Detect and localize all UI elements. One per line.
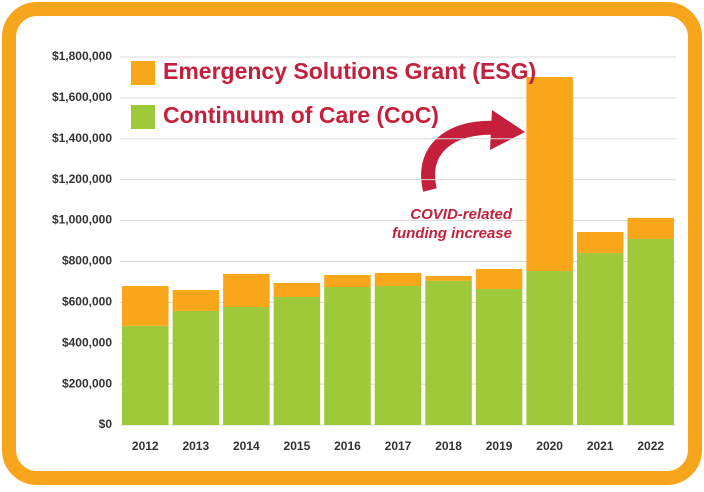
bar-segment xyxy=(576,232,624,254)
bar-segment xyxy=(374,272,422,286)
x-tick-label: 2016 xyxy=(334,439,361,453)
legend-label: Continuum of Care (CoC) xyxy=(163,102,439,128)
y-tick-label: $1,000,000 xyxy=(52,213,112,227)
bar-segment xyxy=(223,307,270,425)
bar-segment xyxy=(425,280,472,425)
x-tick-label: 2018 xyxy=(435,439,462,453)
x-tick-label: 2019 xyxy=(486,439,513,453)
y-tick-label: $200,000 xyxy=(62,376,112,390)
bar-segment xyxy=(122,285,169,326)
bar-segment xyxy=(526,271,573,425)
bar-segment xyxy=(526,77,573,272)
x-tick-label: 2013 xyxy=(182,439,209,453)
arrow-head xyxy=(490,110,525,150)
annotation: COVID-related xyxy=(410,206,513,223)
x-tick-label: 2014 xyxy=(233,439,260,453)
bar-segment xyxy=(172,290,220,311)
legend-swatch xyxy=(131,61,155,85)
legend-swatch xyxy=(131,105,155,129)
annotation: funding increase xyxy=(392,225,512,242)
y-tick-label: $1,400,000 xyxy=(52,131,112,145)
bar-segment xyxy=(324,287,371,425)
bar-segment xyxy=(223,273,270,308)
arrow xyxy=(421,120,499,192)
bar-segment xyxy=(324,274,371,287)
bar-segment xyxy=(172,310,220,425)
y-tick-label: $400,000 xyxy=(62,335,112,349)
bar-segment xyxy=(627,238,674,425)
y-tick-label: $1,200,000 xyxy=(52,172,112,186)
x-tick-label: 2022 xyxy=(637,439,664,453)
bar-segment xyxy=(475,269,523,290)
y-tick-label: $800,000 xyxy=(62,254,112,268)
bar-segment xyxy=(273,282,321,298)
bar-segment xyxy=(374,285,422,425)
x-tick-label: 2017 xyxy=(385,439,412,453)
x-tick-label: 2020 xyxy=(536,439,563,453)
x-tick-label: 2021 xyxy=(587,439,614,453)
x-tick-label: 2015 xyxy=(284,439,311,453)
x-tick-label: 2012 xyxy=(132,439,159,453)
y-tick-label: $600,000 xyxy=(62,295,112,309)
bar-segment xyxy=(627,217,674,239)
y-tick-label: $0 xyxy=(99,417,113,431)
bar-segment xyxy=(425,275,472,281)
bar-segment xyxy=(273,297,321,425)
bar-segment xyxy=(122,325,169,425)
y-tick-label: $1,800,000 xyxy=(52,49,112,63)
bar-segment xyxy=(475,289,523,425)
legend-label: Emergency Solutions Grant (ESG) xyxy=(163,58,536,84)
bar-segment xyxy=(576,253,624,425)
y-tick-label: $1,600,000 xyxy=(52,90,112,104)
